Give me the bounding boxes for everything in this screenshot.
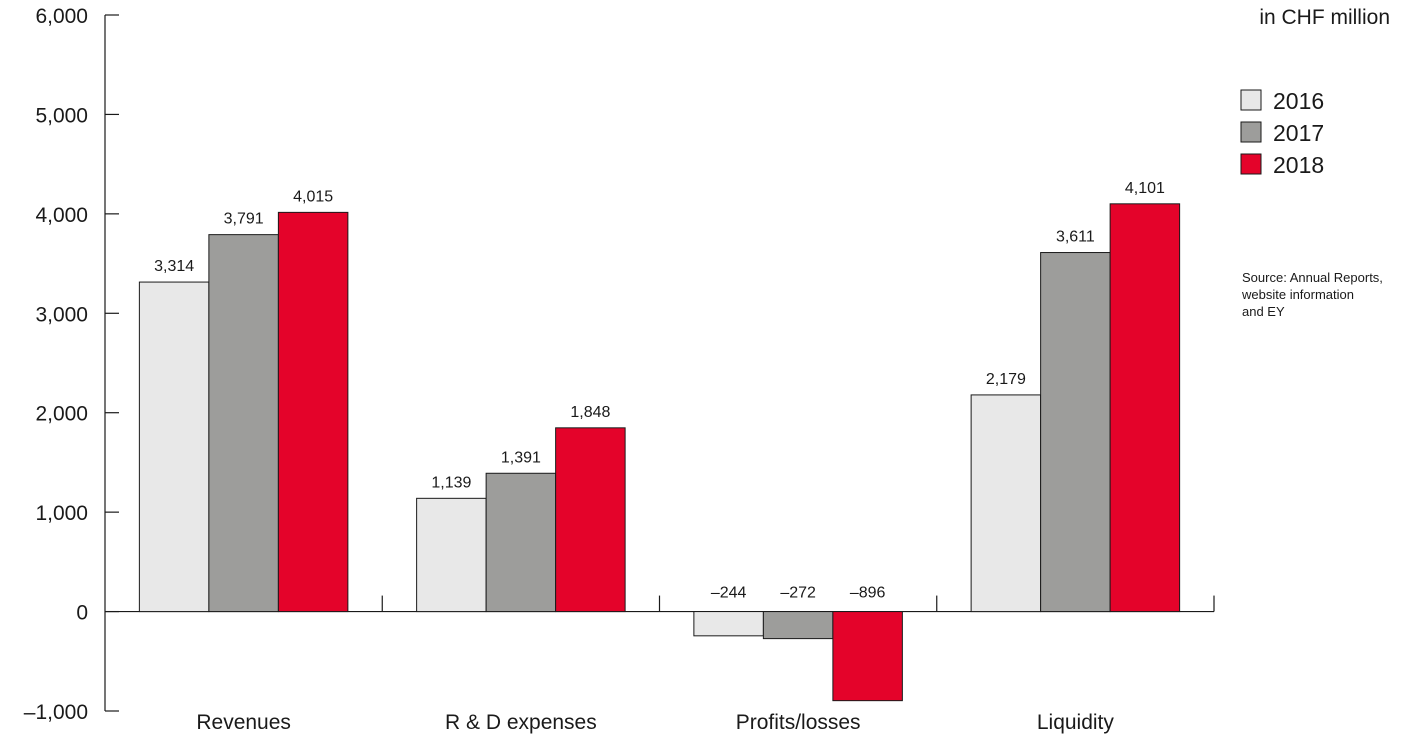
- legend: 2016 2017 2018: [1240, 88, 1324, 178]
- data-label: 4,015: [293, 188, 333, 205]
- category-label: R & D expenses: [445, 711, 597, 734]
- axes: –1,000 0 1,000 2,000 3,000 4,000 5,000 6,000 Rev…: [24, 5, 1215, 734]
- y-tick-label: 6,000: [35, 5, 88, 28]
- bar: [693, 611, 764, 637]
- data-label: 1,848: [570, 404, 610, 421]
- data-label: –244: [711, 585, 747, 602]
- bar: [416, 497, 487, 613]
- data-label: 3,611: [1056, 229, 1095, 246]
- source-note: Source: Annual Reports, website informat…: [1241, 270, 1387, 319]
- data-label: 1,139: [431, 474, 471, 491]
- legend-swatch: [1240, 89, 1262, 111]
- data-labels: 3,314 1,139 –244 2,179 3,791 1,391 –272 3,611 4,…: [154, 180, 1165, 602]
- unit-label: in CHF million: [1259, 6, 1390, 29]
- bar: [970, 394, 1042, 613]
- source-line-3: and EY: [1242, 304, 1285, 319]
- bar: [1109, 203, 1181, 613]
- bar: [1040, 252, 1111, 613]
- bar: [555, 427, 626, 613]
- legend-label: 2018: [1273, 152, 1324, 178]
- bar: [762, 611, 834, 640]
- bar: [485, 472, 557, 613]
- bars: [138, 203, 1181, 702]
- category-label: Revenues: [196, 711, 291, 734]
- category-label: Liquidity: [1037, 711, 1115, 734]
- legend-swatch: [1240, 153, 1262, 175]
- data-label: 4,101: [1125, 180, 1165, 197]
- legend-swatch: [1240, 121, 1262, 143]
- bar: [208, 234, 279, 613]
- category-label: Profits/losses: [736, 711, 861, 734]
- y-tick-label: 5,000: [35, 104, 88, 127]
- bar: [138, 281, 210, 613]
- source-line-1: Source: Annual Reports,: [1242, 270, 1383, 285]
- legend-label: 2017: [1273, 120, 1324, 146]
- source-line-2: website information: [1241, 287, 1354, 302]
- y-tick-label: 4,000: [35, 204, 88, 227]
- data-label: –272: [780, 585, 816, 602]
- y-tick-label: –1,000: [24, 701, 88, 724]
- y-tick-label: 0: [76, 602, 88, 625]
- data-label: 3,314: [154, 258, 194, 275]
- data-label: 2,179: [986, 371, 1026, 388]
- bar: [277, 211, 349, 613]
- data-label: 1,391: [501, 449, 541, 466]
- y-tick-label: 3,000: [35, 303, 88, 326]
- bar: [832, 611, 903, 702]
- y-tick-label: 2,000: [35, 403, 88, 426]
- data-label: –896: [850, 585, 886, 602]
- legend-label: 2016: [1273, 88, 1324, 114]
- data-label: 3,791: [224, 211, 264, 228]
- y-tick-label: 1,000: [35, 502, 88, 525]
